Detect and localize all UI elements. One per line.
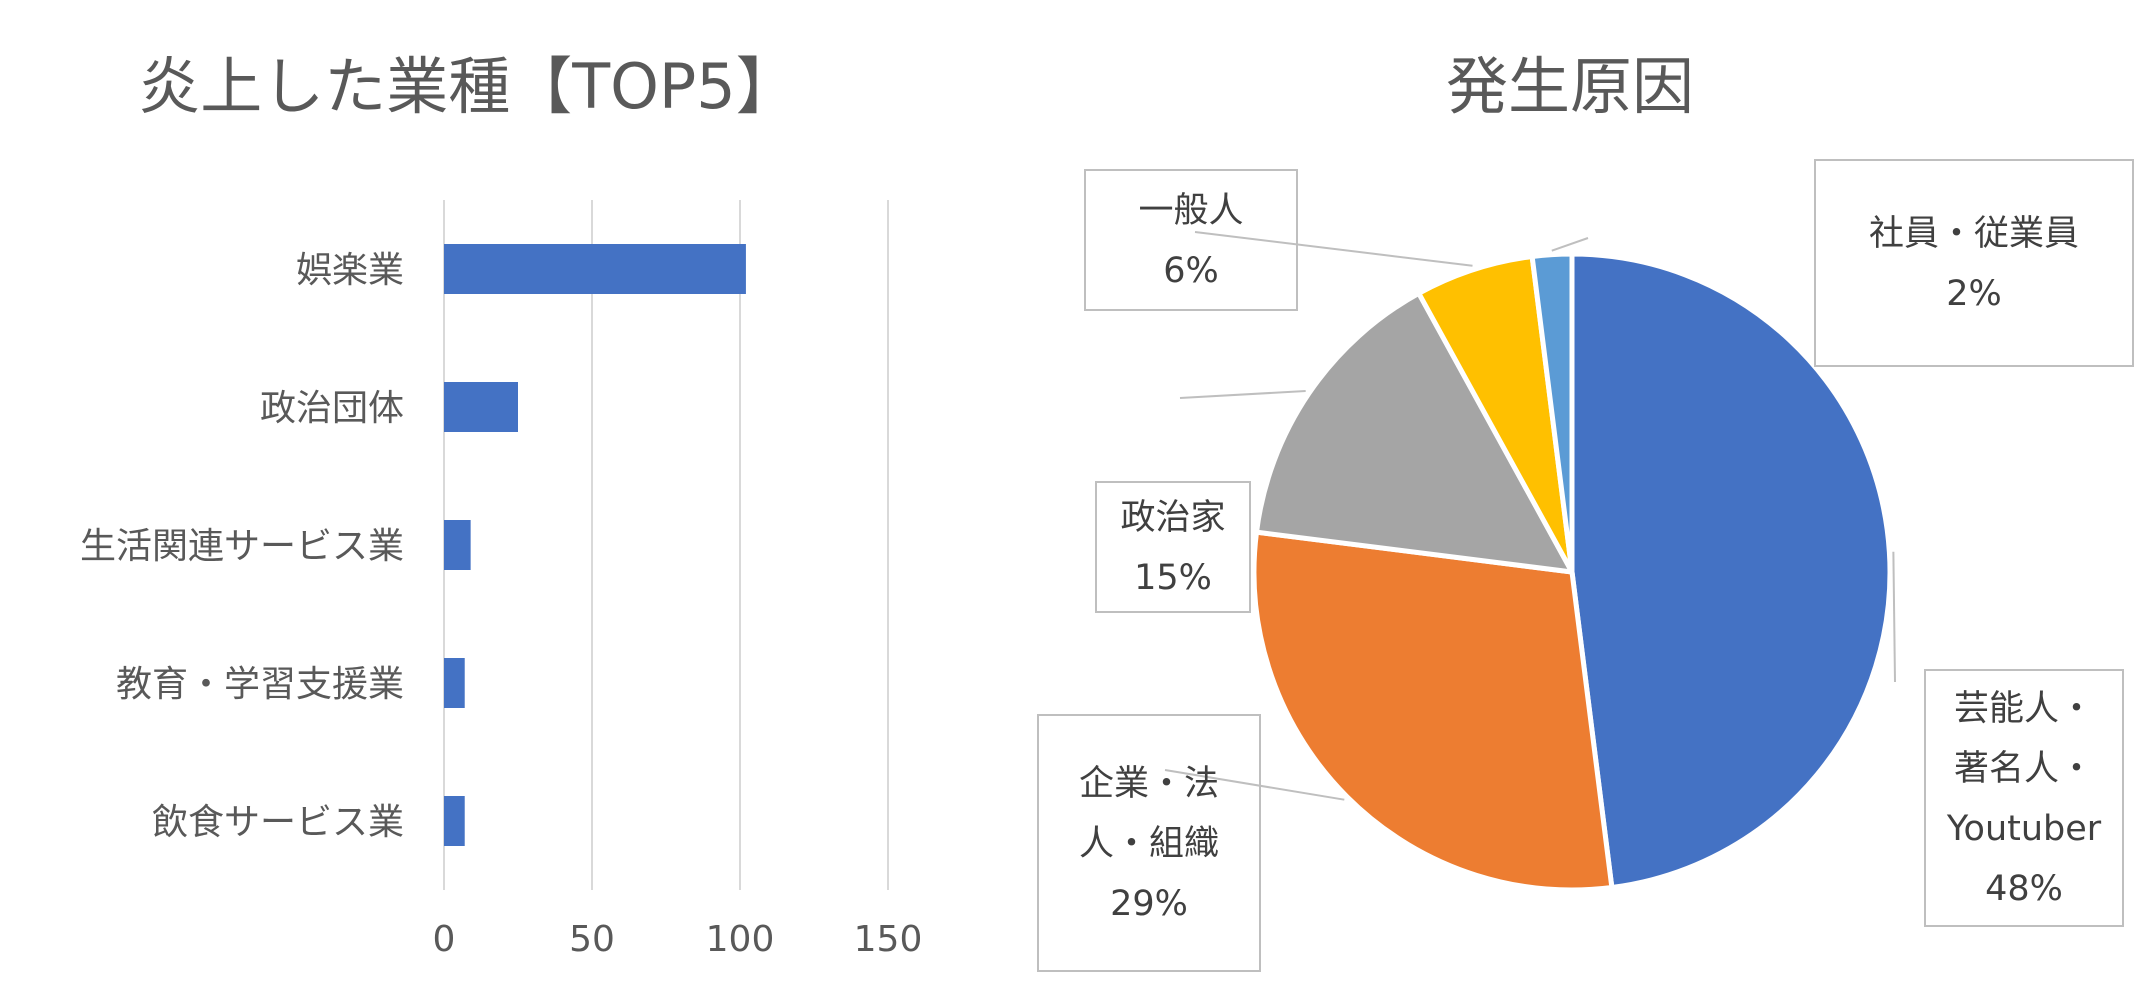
category-label: 娯楽業 (296, 250, 404, 291)
leader-line (1892, 551, 1896, 683)
slice-percent-label: 6% (1163, 251, 1219, 291)
category-label: 教育・学習支援業 (116, 664, 404, 705)
slice-name-label: 著名人・ (1954, 749, 2094, 789)
pie-slice (1529, 251, 1575, 575)
x-tick-label: 100 (706, 919, 775, 960)
pie-callouts: 芸能人・著名人・ Youtuber 48% 企業・法人・組織 29% 政治家 15% 一般人 6… (1037, 159, 2134, 972)
pie-slices (1251, 251, 1893, 893)
slice-name-label: 芸能人・ (1954, 689, 2094, 729)
leader-line (1194, 231, 1473, 267)
bar-series (444, 244, 746, 846)
pie-slice (1569, 251, 1893, 890)
category-label: 政治団体 (260, 388, 404, 429)
leader-line (1179, 390, 1306, 399)
bar-tick-labels: 0 50 100 150 (433, 919, 923, 960)
callout-box (1037, 714, 1261, 972)
bar (444, 658, 465, 708)
bar-chart-title: 炎上した業種【TOP5】 (138, 50, 798, 123)
bar (444, 796, 465, 846)
callout-box (1814, 159, 2134, 367)
slice-percent-label: 48% (1985, 869, 2063, 909)
leader-line (1551, 237, 1589, 252)
slice-name-label: 企業・法 (1079, 764, 1219, 804)
bar-gridlines (443, 200, 889, 890)
x-tick-label: 150 (854, 919, 923, 960)
category-label: 生活関連サービス業 (80, 526, 404, 567)
x-tick-label: 50 (569, 919, 615, 960)
slice-percent-label: 29% (1110, 884, 1188, 924)
slice-name-label: Youtuber (1946, 809, 2102, 849)
bar (444, 244, 746, 294)
leader-line (1164, 769, 1345, 801)
slice-name-label: 政治家 (1120, 498, 1225, 538)
x-tick-label: 0 (433, 919, 456, 960)
bar (444, 382, 518, 432)
slice-percent-label: 2% (1946, 274, 2002, 314)
category-label: 飲食サービス業 (152, 802, 404, 843)
slice-percent-label: 15% (1134, 558, 1212, 598)
slice-name-label: 人・組織 (1079, 824, 1219, 864)
callout-box (1095, 481, 1251, 613)
pie-slice (1251, 529, 1615, 893)
bar (444, 520, 471, 570)
pie-chart-title: 発生原因 (1446, 50, 1694, 123)
callout-box (1924, 669, 2124, 927)
pie-slice (1254, 290, 1575, 575)
slice-name-label: 社員・従業員 (1869, 214, 2079, 254)
slice-name-label: 一般人 (1138, 191, 1243, 231)
